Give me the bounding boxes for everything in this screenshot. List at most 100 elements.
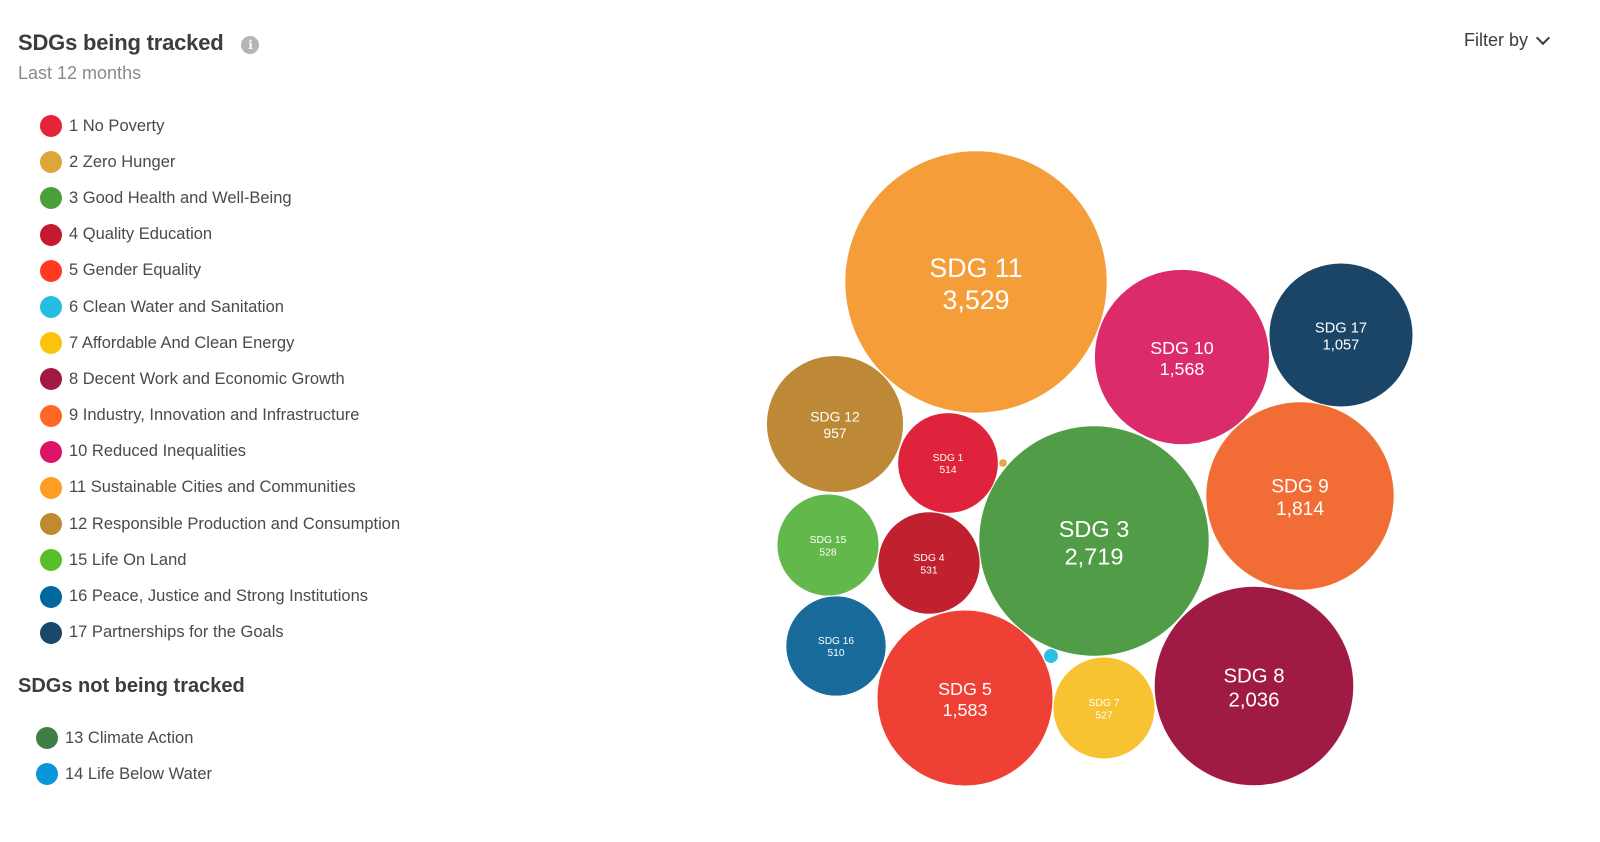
bubble-sdg-10[interactable]: SDG 101,568 — [1094, 269, 1270, 445]
legend-swatch — [40, 151, 62, 174]
legend-label: 2 Zero Hunger — [69, 152, 176, 171]
bubble-circle — [1094, 269, 1270, 445]
legend-item[interactable]: 9 Industry, Innovation and Infrastructur… — [40, 398, 400, 434]
bubble-sdg-3[interactable]: SDG 32,719 — [979, 426, 1209, 656]
legend-item[interactable]: 10 Reduced Inequalities — [40, 434, 400, 470]
legend-label: 9 Industry, Innovation and Infrastructur… — [69, 406, 360, 425]
legend-item[interactable]: 8 Decent Work and Economic Growth — [40, 361, 400, 397]
bubble-label: SDG 11 — [929, 253, 1022, 283]
bubble-value-label: 2,036 — [1229, 689, 1280, 711]
bubble-circle — [979, 426, 1209, 656]
bubble-value-label: 1,814 — [1276, 499, 1324, 520]
legend-label: 4 Quality Education — [69, 225, 213, 244]
filter-dropdown[interactable]: Filter by — [1463, 30, 1551, 51]
bubble-circle — [1044, 649, 1058, 663]
filter-label: Filter by — [1463, 30, 1528, 50]
bubble-sdg-2[interactable] — [999, 459, 1007, 467]
bubble-value-label: 1,057 — [1323, 338, 1360, 354]
legend-item[interactable]: 5 Gender Equality — [40, 253, 400, 289]
bubble-value-label: 1,568 — [1160, 359, 1205, 379]
legend-swatch — [40, 368, 62, 391]
legend-swatch — [40, 332, 62, 355]
legend-label: 10 Reduced Inequalities — [69, 442, 247, 461]
untracked-title: SDGs not being tracked — [18, 675, 245, 697]
bubble-sdg-8[interactable]: SDG 82,036 — [1154, 586, 1354, 786]
bubble-value-label: 957 — [823, 425, 847, 441]
legend-swatch — [36, 763, 58, 785]
untracked-legend-item[interactable]: 13 Climate Action — [36, 720, 212, 756]
legend-label: 3 Good Health and Well-Being — [69, 188, 292, 207]
bubble-circle — [898, 413, 998, 513]
bubble-sdg-17[interactable]: SDG 17 1,057 — [1269, 263, 1413, 407]
legend-label: 11 Sustainable Cities and Communities — [69, 478, 356, 497]
bubble-sdg-11[interactable]: SDG 113,529 — [845, 151, 1107, 413]
legend-item[interactable]: 16 Peace, Justice and Strong Institution… — [40, 578, 400, 614]
legend-label: 8 Decent Work and Economic Growth — [69, 369, 345, 388]
legend-item[interactable]: 3 Good Health and Well-Being — [40, 180, 400, 216]
legend-swatch — [40, 223, 62, 246]
legend-swatch — [40, 549, 62, 572]
legend-item[interactable]: 7 Affordable And Clean Energy — [40, 325, 400, 361]
bubble-value-label: 510 — [828, 648, 845, 659]
legend-item[interactable]: 17 Partnerships for the Goals — [40, 615, 400, 651]
bubble-circle — [878, 512, 980, 614]
bubble-label: SDG 17 — [1315, 320, 1367, 336]
bubble-circle — [1154, 586, 1354, 786]
bubble-label: SDG 5 — [938, 679, 992, 699]
bubble-circle — [777, 494, 879, 596]
bubble-label: SDG 4 — [913, 553, 944, 564]
legend-swatch — [40, 115, 62, 138]
bubble-circle — [1206, 402, 1394, 590]
bubble-sdg-6[interactable] — [1044, 649, 1058, 663]
bubble-circle — [999, 459, 1007, 467]
legend-swatch — [40, 259, 62, 282]
chart-header: SDGs being tracked i — [18, 30, 260, 56]
bubble-circle — [1053, 657, 1155, 759]
bubble-label: SDG 7 — [1088, 698, 1119, 709]
legend-swatch — [40, 187, 62, 210]
legend-label: 13 Climate Action — [65, 728, 194, 747]
legend-label: 5 Gender Equality — [69, 261, 202, 280]
legend-item[interactable]: 15 Life On Land — [40, 542, 400, 578]
bubble-sdg-9[interactable]: SDG 91,814 — [1206, 402, 1394, 590]
legend-label: 6 Clean Water and Sanitation — [69, 297, 284, 316]
bubble-sdg-5[interactable]: SDG 51,583 — [877, 610, 1053, 786]
legend-item[interactable]: 11 Sustainable Cities and Communities — [40, 470, 400, 506]
info-icon[interactable]: i — [241, 35, 260, 54]
legend-item[interactable]: 4 Quality Education — [40, 217, 400, 253]
bubble-label: SDG 10 — [1150, 338, 1214, 358]
legend-label: 15 Life On Land — [69, 550, 187, 569]
untracked-legend: 13 Climate Action 14 Life Below Water — [36, 720, 212, 792]
bubble-circle — [786, 596, 886, 696]
legend-swatch — [36, 727, 58, 749]
legend-item[interactable]: 12 Responsible Production and Consumptio… — [40, 506, 400, 542]
legend-swatch — [40, 404, 62, 427]
legend-swatch — [40, 621, 62, 644]
bubble-circle — [845, 151, 1107, 413]
bubble-value-label: 527 — [1095, 710, 1113, 721]
legend-label: 7 Affordable And Clean Energy — [69, 333, 295, 352]
legend-swatch — [40, 440, 62, 463]
bubble-label: SDG 1 — [933, 453, 964, 464]
bubble-value-label: 531 — [920, 565, 938, 576]
bubble-value-label: 3,529 — [942, 285, 1009, 315]
legend-label: 12 Responsible Production and Consumptio… — [69, 514, 401, 533]
page-subtitle: Last 12 months — [18, 63, 142, 83]
legend-swatch — [40, 513, 62, 536]
legend-label: 14 Life Below Water — [65, 764, 213, 783]
legend-item[interactable]: 2 Zero Hunger — [40, 144, 400, 180]
legend-item[interactable]: 6 Clean Water and Sanitation — [40, 289, 400, 325]
untracked-legend-item[interactable]: 14 Life Below Water — [36, 756, 212, 792]
bubble-value-label: 528 — [819, 547, 837, 558]
bubble-circle — [766, 355, 904, 493]
bubble-label: SDG 8 — [1223, 665, 1284, 687]
legend-item[interactable]: 1 No Poverty — [40, 108, 400, 144]
bubble-label: SDG 15 — [810, 535, 847, 546]
